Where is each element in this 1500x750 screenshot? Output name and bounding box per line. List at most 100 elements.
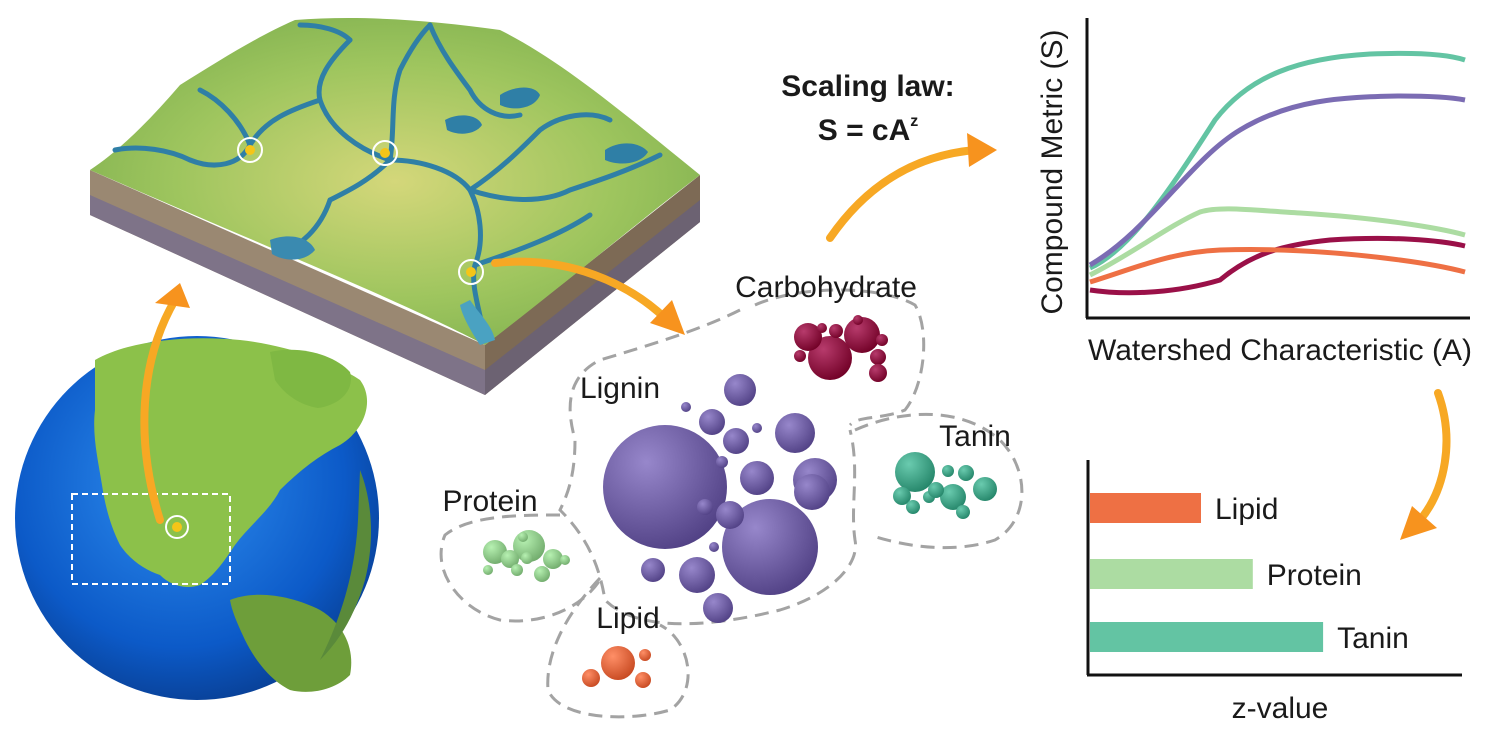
protein-bubble <box>518 532 528 542</box>
sampling-site-1 <box>237 137 263 163</box>
label-lignin: Lignin <box>580 372 660 405</box>
lipid-bubble <box>582 669 600 687</box>
tanin-bubble <box>973 477 997 501</box>
bubbles-lipid <box>582 646 651 688</box>
line-chart: Compound Metric (S) Watershed Characteri… <box>1036 18 1472 367</box>
sampling-site-2 <box>372 140 398 166</box>
curve-protein <box>1088 206 1466 278</box>
lignin-bubble <box>752 423 762 433</box>
line-chart-xlabel: Watershed Characteristic (A) <box>1088 334 1472 367</box>
lignin-bubble <box>716 456 728 468</box>
lignin-bubble <box>603 425 727 549</box>
lake-east <box>605 143 648 164</box>
compound-clusters: Carbohydrate Lignin Tanin Protein Lipid <box>439 271 1024 719</box>
tanin-bubble <box>893 487 911 505</box>
curve-carbohydrate <box>1089 235 1466 296</box>
lignin-bubble <box>679 557 715 593</box>
protein-bubble <box>501 550 519 568</box>
carbohydrate-bubble <box>869 364 887 382</box>
arrow-chart-to-bars <box>1416 389 1451 524</box>
lignin-bubble <box>641 558 665 582</box>
protein-bubble <box>483 565 493 575</box>
bubbles-tanin <box>893 452 997 519</box>
bar-tanin <box>1090 622 1324 652</box>
lignin-bubble <box>740 461 774 495</box>
arrow-site-to-compounds <box>491 257 669 322</box>
label-tanin: Tanin <box>939 420 1011 453</box>
protein-bubble <box>521 552 533 564</box>
lake-south <box>270 236 315 260</box>
protein-bubble <box>543 549 563 569</box>
tanin-bubble <box>895 452 935 492</box>
lignin-bubble <box>716 501 744 529</box>
lake-north <box>500 87 540 109</box>
lignin-bubble <box>697 499 713 515</box>
curve-lipid <box>1089 247 1466 285</box>
carbohydrate-bubble <box>876 334 888 346</box>
lipid-bubble <box>601 646 635 680</box>
label-carbohydrate: Carbohydrate <box>735 271 917 304</box>
river-network <box>112 22 663 343</box>
bar-chart-xlabel: z-value <box>1232 692 1329 725</box>
protein-bubble <box>534 566 550 582</box>
site-dot-globe <box>172 522 182 532</box>
bar-label-lipid: Lipid <box>1215 493 1278 526</box>
greenland-landmass <box>270 349 351 408</box>
label-protein: Protein <box>442 485 537 518</box>
carbohydrate-bubble <box>844 317 880 353</box>
protein-bubble <box>511 564 523 576</box>
globe-rim-land <box>320 470 372 660</box>
tanin-bubble <box>956 505 970 519</box>
label-lipid: Lipid <box>596 602 659 635</box>
globe <box>15 336 379 700</box>
protein-bubble <box>560 555 570 565</box>
line-chart-ylabel: Compound Metric (S) <box>1036 29 1069 314</box>
arrowhead-site <box>650 300 685 335</box>
cluster-outline-lipid <box>546 576 690 719</box>
tanin-bubble <box>928 482 944 498</box>
curve-tanin <box>1088 50 1466 271</box>
cluster-outline-lignin <box>558 308 858 626</box>
carbohydrate-bubble <box>794 323 822 351</box>
lignin-bubble <box>709 542 719 552</box>
bubbles-lignin <box>603 374 837 623</box>
arrowhead-bars <box>1400 506 1437 540</box>
lipid-bubble <box>635 672 651 688</box>
sampling-site-3 <box>458 259 484 285</box>
carbohydrate-bubble <box>817 323 827 333</box>
equation-formula: S = cAz <box>818 113 919 147</box>
bar-label-protein: Protein <box>1267 559 1362 592</box>
bar-protein <box>1090 559 1253 589</box>
estuary-outlet <box>460 300 495 345</box>
lignin-bubble <box>723 428 749 454</box>
cluster-outline-tanin <box>854 412 1024 550</box>
site-marker-globe <box>165 515 189 539</box>
cluster-outline-carbohydrate <box>754 288 926 427</box>
carbohydrate-bubble <box>808 336 852 380</box>
lignin-bubble <box>724 374 756 406</box>
lignin-bubble <box>794 474 830 510</box>
arrow-compounds-to-chart <box>826 146 979 242</box>
curve-lignin <box>1088 93 1466 268</box>
lignin-bubble <box>681 402 691 412</box>
cluster-outline-protein <box>439 513 602 623</box>
lignin-bubble <box>775 413 815 453</box>
bar-chart: Lipid Protein Tanin z-value <box>1086 460 1462 725</box>
lipid-bubble <box>639 649 651 661</box>
lignin-bubble <box>703 593 733 623</box>
arrow-globe-to-watershed <box>140 296 179 524</box>
equation-title: Scaling law: <box>781 70 954 103</box>
bar-lipid <box>1090 493 1201 523</box>
protein-bubble <box>483 540 507 564</box>
carbohydrate-bubble <box>794 350 806 362</box>
lake-northeast <box>445 115 482 134</box>
study-region-box <box>71 493 231 585</box>
tanin-bubble <box>906 500 920 514</box>
carbohydrate-bubble <box>829 324 843 338</box>
tanin-bubble <box>958 465 974 481</box>
bar-label-tanin: Tanin <box>1337 622 1409 655</box>
bubbles-carbohydrate <box>794 315 888 382</box>
tanin-bubble <box>940 484 966 510</box>
lignin-bubble <box>699 409 725 435</box>
